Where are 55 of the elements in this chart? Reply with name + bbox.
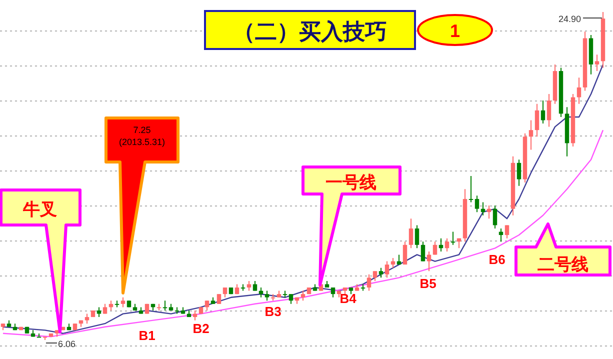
candlestick (414, 224, 420, 249)
candlestick (204, 300, 210, 311)
annotation: 二号线 (538, 255, 588, 274)
candlestick (444, 238, 450, 252)
candlestick (408, 218, 414, 249)
annotation: 24.90 (558, 14, 581, 24)
candlestick (492, 205, 498, 229)
candlestick (360, 284, 366, 292)
annotation: B5 (420, 276, 436, 291)
annotation: B1 (138, 328, 156, 343)
candlestick (378, 267, 384, 278)
annotation: 牛叉 (22, 200, 57, 219)
annotation: 6.06 (58, 339, 76, 349)
candlestick (450, 231, 456, 246)
candlestick (102, 303, 108, 314)
candlestick (366, 274, 372, 292)
candlestick (468, 176, 474, 203)
candlestick (540, 100, 546, 124)
candlestick (420, 241, 426, 262)
candlestick (384, 260, 390, 278)
candlestick (516, 159, 522, 186)
candlestick (372, 270, 378, 282)
candlestick (264, 290, 270, 302)
candlestick (120, 296, 126, 308)
candlestick (222, 287, 228, 298)
candlestick (594, 54, 600, 72)
candlestick (534, 103, 540, 138)
annotation: B2 (192, 321, 210, 336)
candlestick (402, 241, 408, 266)
annotation: B3 (264, 304, 282, 319)
candlestick (546, 94, 552, 128)
candlestick (174, 306, 180, 314)
candlestick (216, 294, 222, 304)
annotation: B4 (340, 291, 358, 306)
candlestick (162, 300, 168, 311)
candlestick (576, 77, 582, 104)
candlestick (96, 306, 102, 318)
candlestick (528, 120, 534, 150)
candlestick (288, 294, 294, 304)
candlestick (84, 313, 90, 324)
candlestick (246, 280, 252, 292)
chart-title: （二）买入技巧 (233, 19, 387, 44)
candlestick (252, 280, 258, 292)
candlestick (330, 287, 336, 298)
candlestick (474, 195, 480, 213)
annotation: B6 (488, 252, 506, 267)
candlestick (504, 224, 510, 239)
candlestick (432, 241, 438, 256)
candlestick (300, 290, 306, 302)
annotation: 1 (450, 21, 460, 41)
annotation: 一号线 (326, 173, 376, 192)
annotation: 7.25 (2013.5.31) (118, 125, 166, 147)
candlestick (240, 284, 246, 292)
candlestick (36, 332, 42, 338)
candlestick (426, 250, 432, 272)
